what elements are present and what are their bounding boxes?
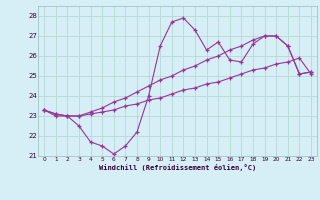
X-axis label: Windchill (Refroidissement éolien,°C): Windchill (Refroidissement éolien,°C) bbox=[99, 164, 256, 171]
